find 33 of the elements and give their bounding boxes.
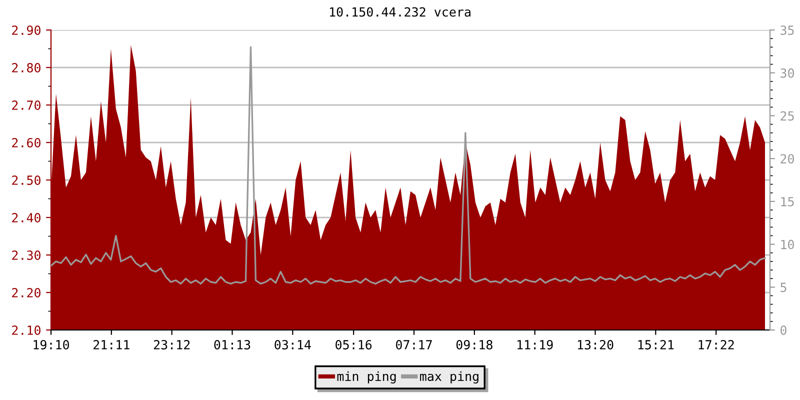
y2-tick-label: 5 — [780, 282, 786, 292]
y-tick-label: 2.30 — [12, 250, 40, 260]
x-tick-label: 03:14 — [274, 340, 311, 350]
y-tick-label: 2.50 — [12, 176, 40, 185]
x-tick-label: 15:21 — [638, 340, 674, 350]
x-tick-label: 17:22 — [698, 340, 734, 350]
x-tick-label: 13:20 — [578, 340, 614, 350]
x-tick-label: 09:18 — [456, 340, 492, 350]
x-tick-label: 01:13 — [214, 340, 250, 350]
x-tick-label: 19:10 — [34, 340, 70, 350]
y-tick-label: 2.90 — [12, 26, 40, 35]
y-tick-label: 2.40 — [12, 213, 40, 222]
y-tick-label: 2.10 — [12, 326, 40, 335]
y2-tick-label: 15 — [781, 197, 794, 206]
y2-tick-label: 0 — [780, 326, 786, 335]
y2-tick-label: 20 — [780, 154, 794, 164]
x-tick-label: 05:16 — [336, 340, 372, 350]
y2-tick-label: 35 — [780, 26, 794, 35]
y-tick-label: 2.70 — [12, 100, 40, 110]
legend-label: min ping — [337, 371, 396, 384]
y-tick-label: 2.80 — [12, 63, 40, 72]
y2-tick-label: 30 — [780, 68, 794, 78]
y-tick-label: 2.20 — [12, 288, 40, 298]
chart-title: 10.150.44.232 vcera — [330, 7, 470, 17]
x-tick-label: 07:17 — [396, 340, 432, 350]
x-tick-label: 21:11 — [94, 340, 130, 350]
legend-label: max ping — [420, 371, 478, 384]
y2-tick-label: 25 — [780, 111, 794, 121]
line-series — [51, 46, 766, 285]
x-tick-label: 23:12 — [154, 340, 190, 350]
y-tick-label: 2.60 — [12, 138, 40, 148]
x-tick-label: 11:19 — [518, 340, 553, 350]
y2-tick-label: 10 — [781, 240, 794, 250]
